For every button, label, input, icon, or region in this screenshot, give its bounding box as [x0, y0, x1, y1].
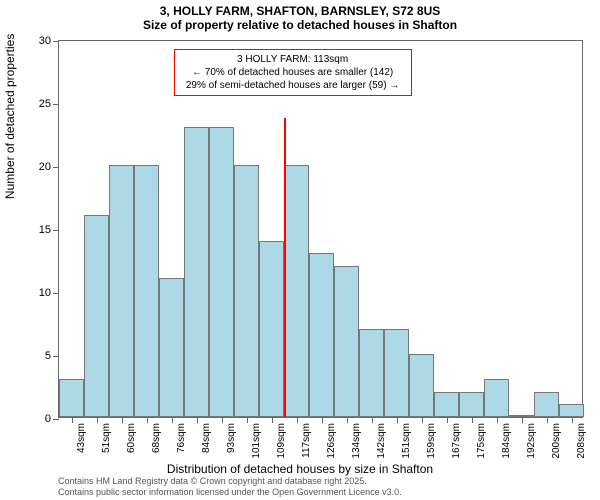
- x-tick-label: 60sqm: [126, 423, 137, 453]
- x-tick-label: 142sqm: [376, 423, 387, 459]
- y-tick: [53, 230, 59, 231]
- histogram-bar: [184, 127, 209, 417]
- x-tick-label: 109sqm: [276, 423, 287, 459]
- x-tick-label: 167sqm: [451, 423, 462, 459]
- y-tick: [53, 356, 59, 357]
- x-tick-label: 43sqm: [76, 423, 87, 453]
- footer-attribution: Contains HM Land Registry data © Crown c…: [58, 476, 402, 498]
- y-tick-label: 15: [39, 224, 51, 236]
- x-tick: [247, 417, 248, 423]
- histogram-bar: [434, 392, 459, 417]
- histogram-bar: [259, 241, 284, 417]
- x-tick-label: 68sqm: [151, 423, 162, 453]
- x-tick: [447, 417, 448, 423]
- histogram-bar: [234, 165, 259, 417]
- footer-line2: Contains public sector information licen…: [58, 487, 402, 498]
- x-tick-label: 84sqm: [201, 423, 212, 453]
- x-tick: [222, 417, 223, 423]
- x-tick-label: 159sqm: [426, 423, 437, 459]
- x-tick-label: 175sqm: [476, 423, 487, 459]
- y-tick-label: 10: [39, 287, 51, 299]
- x-tick-label: 76sqm: [176, 423, 187, 453]
- x-tick: [497, 417, 498, 423]
- y-tick: [53, 293, 59, 294]
- x-tick-label: 208sqm: [576, 423, 587, 459]
- x-tick: [97, 417, 98, 423]
- y-tick-label: 5: [45, 350, 51, 362]
- y-tick-label: 30: [39, 35, 51, 47]
- annotation-line: 3 HOLLY FARM: 113sqm: [181, 53, 405, 66]
- x-tick-label: 93sqm: [226, 423, 237, 453]
- highlight-marker-line: [284, 118, 286, 417]
- x-tick: [72, 417, 73, 423]
- x-tick: [297, 417, 298, 423]
- histogram-bar: [534, 392, 559, 417]
- y-tick-label: 0: [45, 413, 51, 425]
- histogram-bar: [284, 165, 309, 417]
- x-axis-label: Distribution of detached houses by size …: [0, 462, 600, 476]
- x-tick-label: 117sqm: [301, 423, 312, 458]
- x-tick: [472, 417, 473, 423]
- x-tick: [147, 417, 148, 423]
- x-tick: [347, 417, 348, 423]
- x-tick: [322, 417, 323, 423]
- histogram-bar: [159, 278, 184, 417]
- y-tick-label: 25: [39, 98, 51, 110]
- annotation-line: 29% of semi-detached houses are larger (…: [181, 79, 405, 92]
- histogram-bar: [559, 404, 584, 417]
- histogram-bar: [334, 266, 359, 417]
- histogram-bar: [384, 329, 409, 417]
- histogram-bar: [484, 379, 509, 417]
- histogram-bar: [309, 253, 334, 417]
- annotation-callout: 3 HOLLY FARM: 113sqm← 70% of detached ho…: [174, 49, 412, 96]
- x-tick: [572, 417, 573, 423]
- y-tick: [53, 419, 59, 420]
- histogram-bar: [134, 165, 159, 417]
- footer-line1: Contains HM Land Registry data © Crown c…: [58, 476, 402, 487]
- x-tick: [197, 417, 198, 423]
- x-tick-label: 184sqm: [501, 423, 512, 459]
- plot-area: 05101520253043sqm51sqm60sqm68sqm76sqm84s…: [58, 40, 583, 418]
- x-tick: [397, 417, 398, 423]
- y-tick: [53, 104, 59, 105]
- y-tick: [53, 167, 59, 168]
- x-tick-label: 126sqm: [326, 423, 337, 459]
- histogram-bar: [109, 165, 134, 417]
- histogram-bar: [209, 127, 234, 417]
- annotation-line: ← 70% of detached houses are smaller (14…: [181, 66, 405, 79]
- x-tick: [547, 417, 548, 423]
- x-tick: [422, 417, 423, 423]
- x-tick-label: 192sqm: [526, 423, 537, 459]
- x-tick: [172, 417, 173, 423]
- x-tick-label: 151sqm: [401, 423, 412, 459]
- x-tick: [522, 417, 523, 423]
- x-tick-label: 200sqm: [551, 423, 562, 459]
- y-axis-label: Number of detached properties: [3, 34, 17, 199]
- y-tick-label: 20: [39, 161, 51, 173]
- histogram-bar: [359, 329, 384, 417]
- histogram-bar: [84, 215, 109, 417]
- histogram-bar: [459, 392, 484, 417]
- y-tick: [53, 41, 59, 42]
- x-tick: [122, 417, 123, 423]
- x-tick: [372, 417, 373, 423]
- histogram-bar: [409, 354, 434, 417]
- x-tick: [272, 417, 273, 423]
- histogram-bar: [59, 379, 84, 417]
- x-tick-label: 51sqm: [101, 423, 112, 453]
- chart-title-line1: 3, HOLLY FARM, SHAFTON, BARNSLEY, S72 8U…: [0, 4, 600, 18]
- chart-title-line2: Size of property relative to detached ho…: [0, 18, 600, 32]
- x-tick-label: 101sqm: [251, 423, 262, 459]
- x-tick-label: 134sqm: [351, 423, 362, 459]
